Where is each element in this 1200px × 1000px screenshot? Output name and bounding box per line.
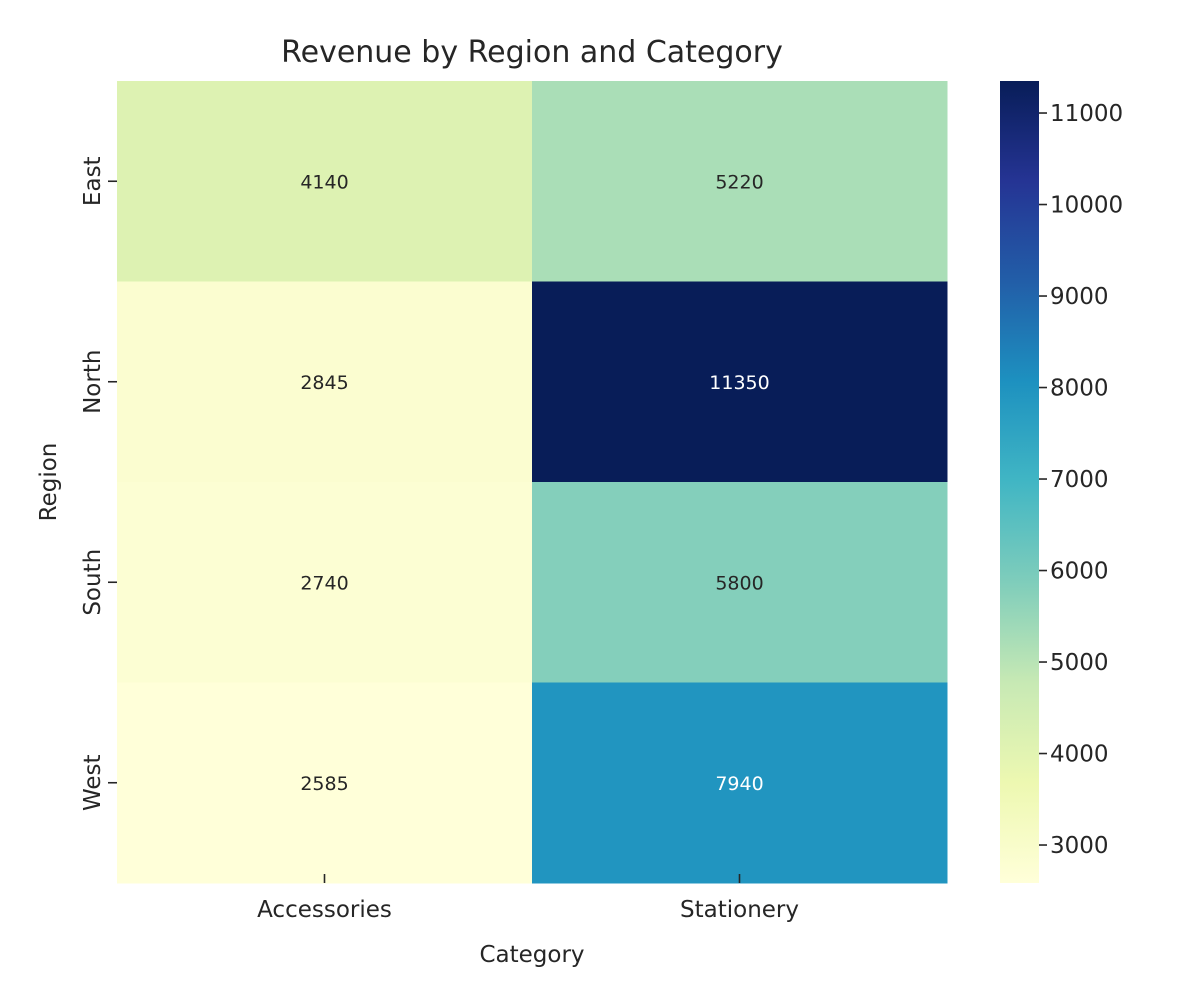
x-axis-label: Category [479,942,584,968]
y-tick-label: North [80,350,106,414]
colorbar-ticks: 3000 4000 5000 6000 7000 8000 9000 10000 11000 [1039,101,1123,859]
heatmap-cell [532,482,948,683]
cell-value-label: 2740 [300,572,348,594]
heatmap-cells [117,81,948,884]
cell-value-labels: 4140 5220 2845 11350 2740 5800 2585 7940 [300,171,769,795]
cell-value-label: 5220 [715,171,763,193]
colorbar-tick-label: 5000 [1050,650,1109,676]
heatmap-cell [532,682,948,884]
x-tick-label: Accessories [257,897,392,923]
colorbar-tick-label: 10000 [1050,193,1123,219]
colorbar-tick-label: 11000 [1050,101,1123,127]
cell-value-label: 2845 [300,372,348,394]
colorbar-tick-label: 7000 [1050,467,1109,493]
heatmap-cell [117,482,533,683]
colorbar-tick-label: 6000 [1050,559,1109,585]
colorbar-tick-label: 4000 [1050,742,1109,768]
x-axis: Accessories Stationery [257,874,799,923]
cell-value-label: 2585 [300,773,348,795]
cell-value-label: 4140 [300,171,348,193]
cell-value-label: 5800 [715,572,763,594]
heatmap-cell [532,281,948,483]
colorbar-tick-label: 3000 [1050,833,1109,859]
colorbar-tick-label: 8000 [1050,376,1109,402]
y-tick-label: East [80,156,106,206]
heatmap-cell [117,281,533,483]
y-axis: East North South West [80,156,117,811]
chart-title: Revenue by Region and Category [281,35,783,70]
heatmap-cell [117,682,533,884]
y-tick-label: South [80,549,106,616]
x-tick-label: Stationery [680,897,799,923]
y-tick-label: West [80,754,106,811]
cell-value-label: 11350 [709,372,769,394]
heatmap-cell [532,81,948,282]
colorbar-tick-label: 9000 [1050,284,1109,310]
heatmap-cell [117,81,533,282]
colorbar [1000,81,1039,883]
y-axis-label: Region [36,443,62,522]
cell-value-label: 7940 [715,773,763,795]
